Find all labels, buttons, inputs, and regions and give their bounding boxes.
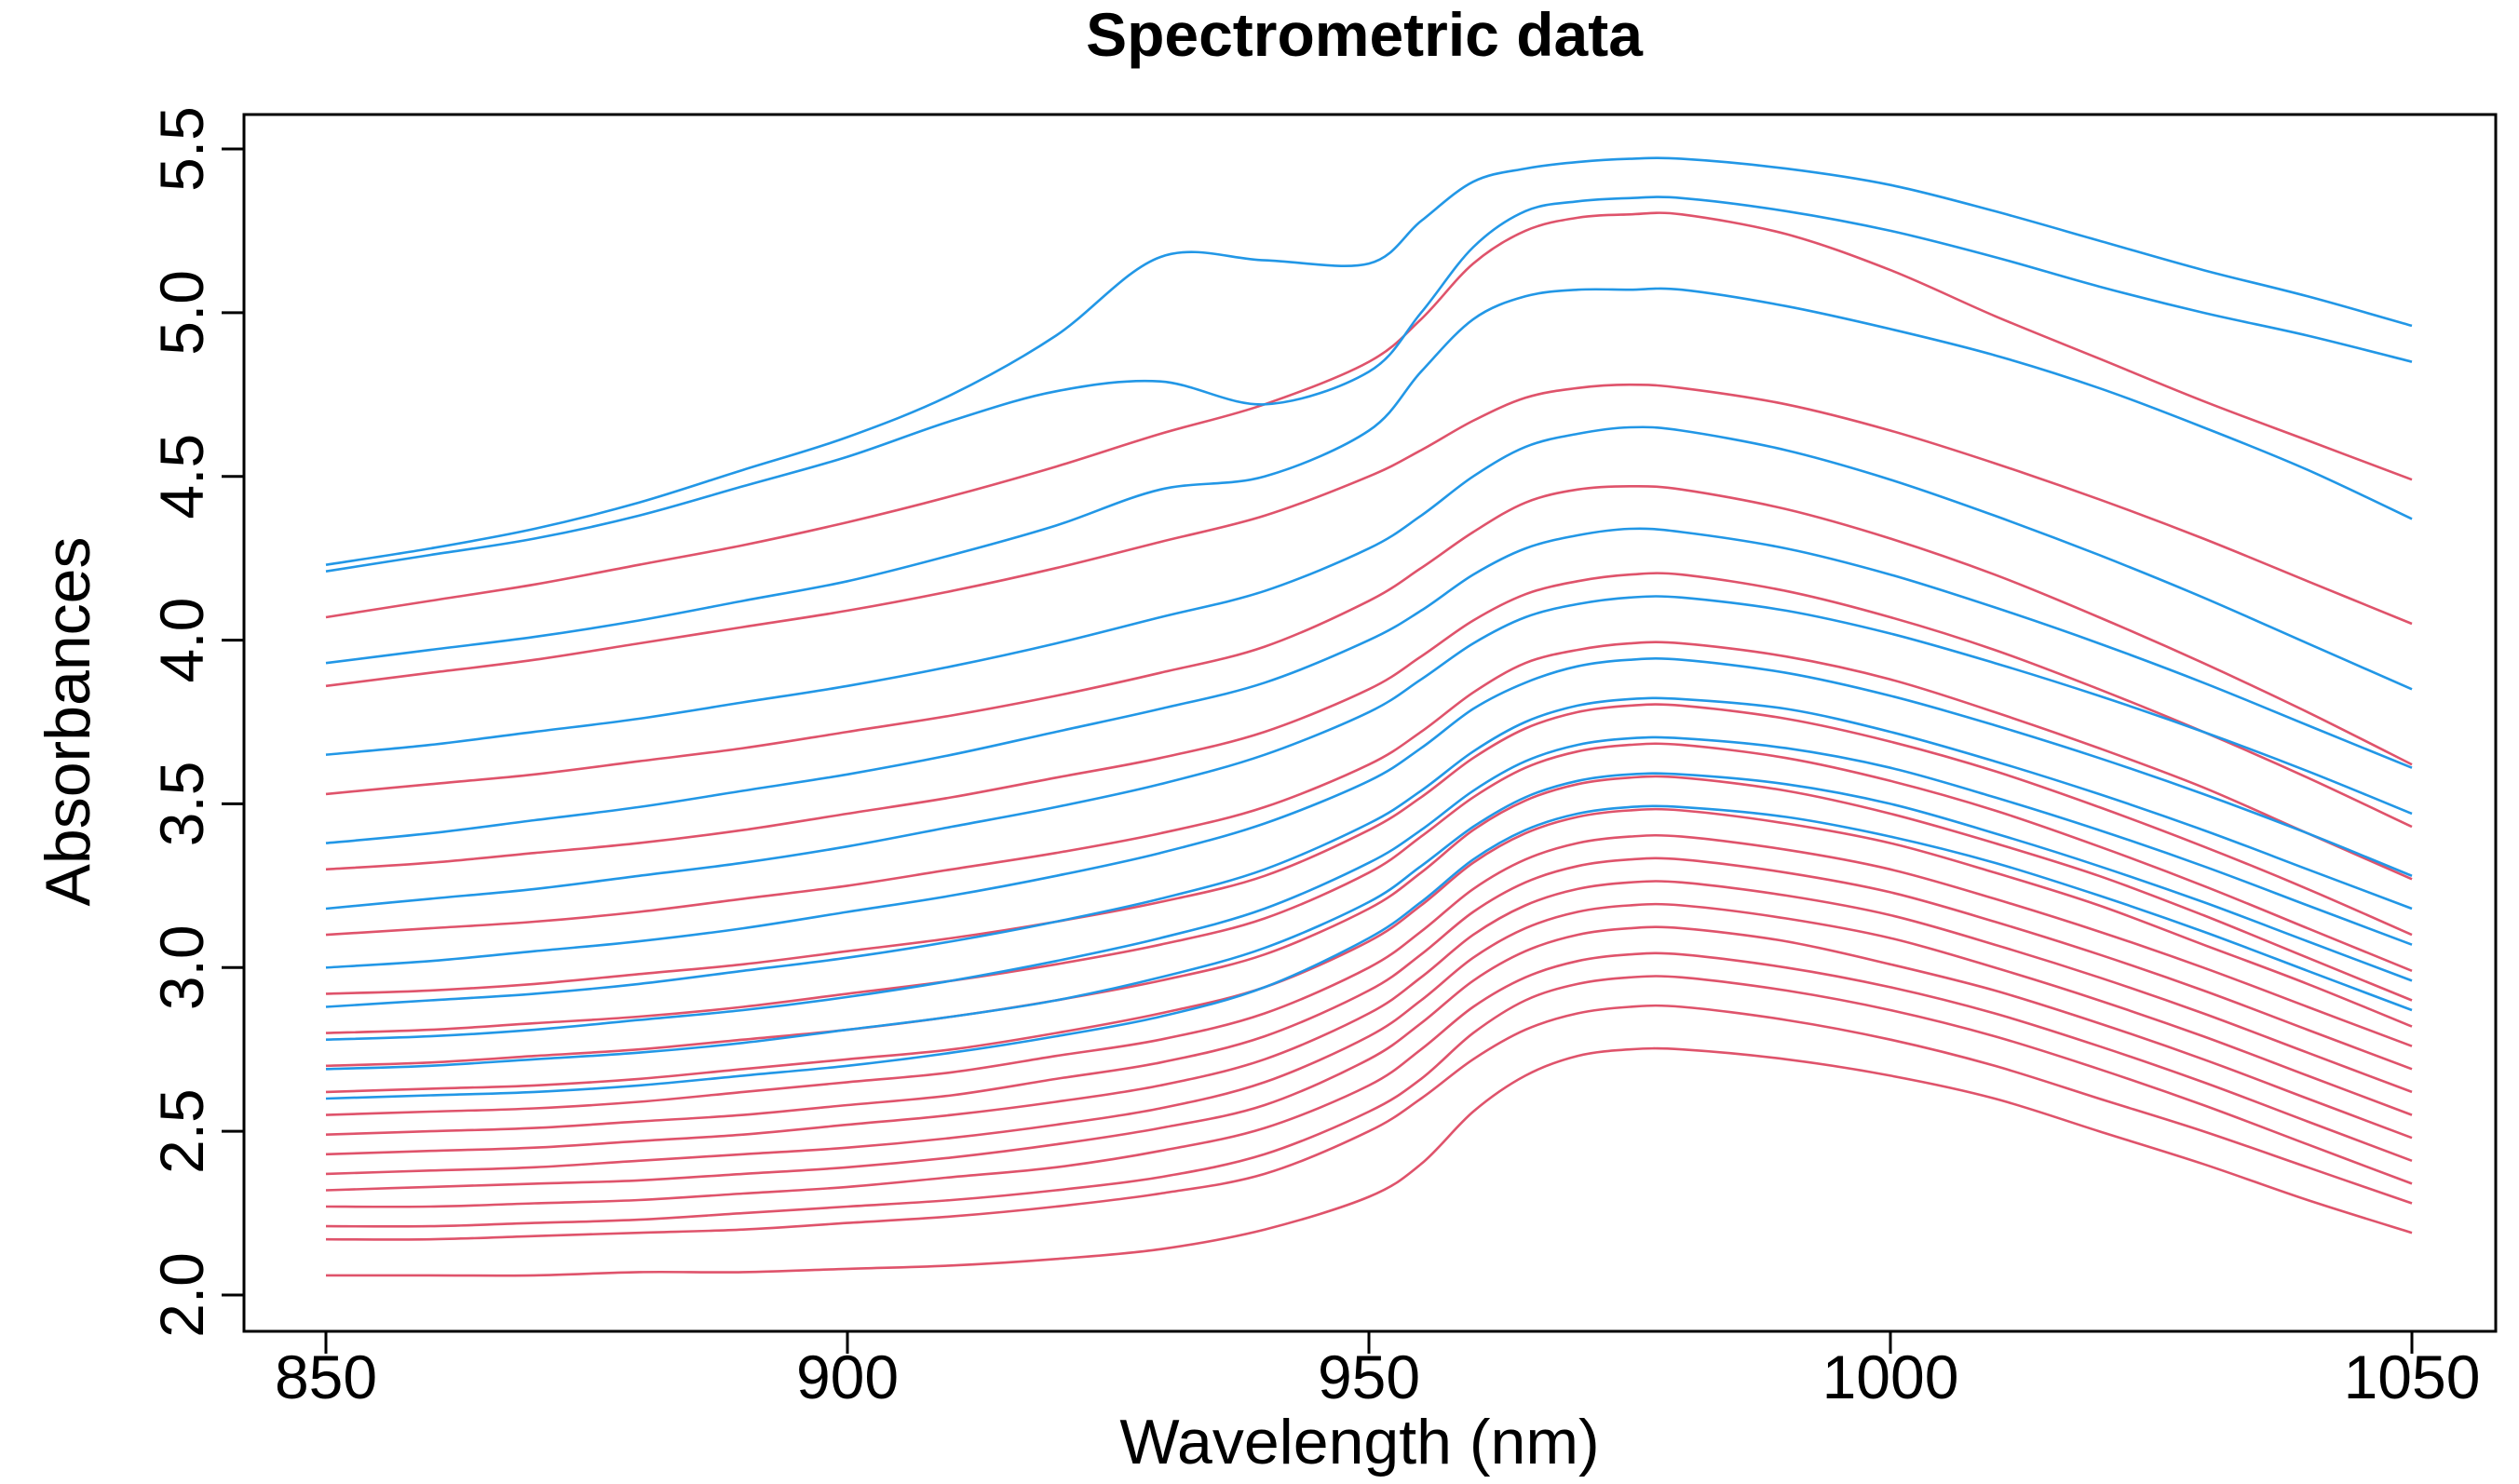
y-tick-label-5.5: 5.5 [147, 106, 216, 192]
spectrum-line-29 [325, 156, 2413, 566]
series-layer [325, 156, 2413, 1277]
spectrum-line-10 [325, 807, 2413, 1094]
x-tick-label-850: 850 [275, 1342, 377, 1411]
spectrum-line-13 [325, 703, 2413, 995]
spectrum-line-12 [325, 742, 2413, 1034]
spectrum-line-27 [325, 287, 2413, 665]
y-tick-label-4.0: 4.0 [147, 598, 216, 683]
y-tick-label-3.0: 3.0 [147, 924, 216, 1010]
spectrum-line-26 [325, 425, 2413, 756]
chart-title: Spectrometric data [1086, 0, 1644, 69]
spectrum-line-5 [325, 925, 2413, 1192]
spectrum-line-22 [325, 696, 2413, 1008]
spectrum-line-1 [326, 1046, 2413, 1277]
spectrum-line-21 [325, 735, 2413, 1041]
y-tick-label-2.0: 2.0 [147, 1252, 216, 1338]
x-tick-label-900: 900 [796, 1342, 899, 1411]
spectrum-line-24 [325, 595, 2413, 911]
spectrum-line-6 [325, 902, 2413, 1176]
spectrum-line-20 [325, 772, 2413, 1071]
spectrum-line-23 [325, 657, 2413, 969]
spectrum-line-8 [325, 857, 2413, 1136]
spectrum-line-15 [325, 572, 2413, 871]
spectrum-line-17 [325, 383, 2413, 688]
x-tick-label-950: 950 [1318, 1342, 1420, 1411]
spectrum-line-3 [325, 975, 2413, 1228]
y-tick-label-3.5: 3.5 [147, 762, 216, 847]
spectrum-line-7 [325, 880, 2413, 1156]
y-tick-label-5.0: 5.0 [147, 270, 216, 356]
x-tick-label-1000: 1000 [1822, 1342, 1959, 1411]
spectrum-line-19 [325, 804, 2413, 1100]
spectrum-line-11 [325, 775, 2413, 1068]
spectrum-line-4 [325, 951, 2413, 1208]
y-axis: 2.0 2.5 3.0 3.5 4.0 4.5 5.0 5.5 [147, 106, 246, 1338]
spectrum-line-16 [325, 484, 2413, 796]
y-axis-label: Absorbances [33, 537, 103, 907]
spectrum-line-9 [325, 833, 2413, 1116]
spectrum-line-14 [325, 641, 2413, 937]
x-tick-label-1050: 1050 [2344, 1342, 2481, 1411]
y-tick-label-4.5: 4.5 [147, 434, 216, 519]
x-axis-label: Wavelength (nm) [1119, 1407, 1599, 1477]
spectrum-line-18 [325, 211, 2413, 619]
spectrum-line-28 [325, 196, 2413, 573]
spectrum-line-25 [325, 527, 2413, 844]
y-tick-label-2.5: 2.5 [147, 1088, 216, 1174]
spectrum-line-2 [325, 1004, 2413, 1241]
x-axis: 850 900 950 1000 1050 [275, 1329, 2481, 1411]
